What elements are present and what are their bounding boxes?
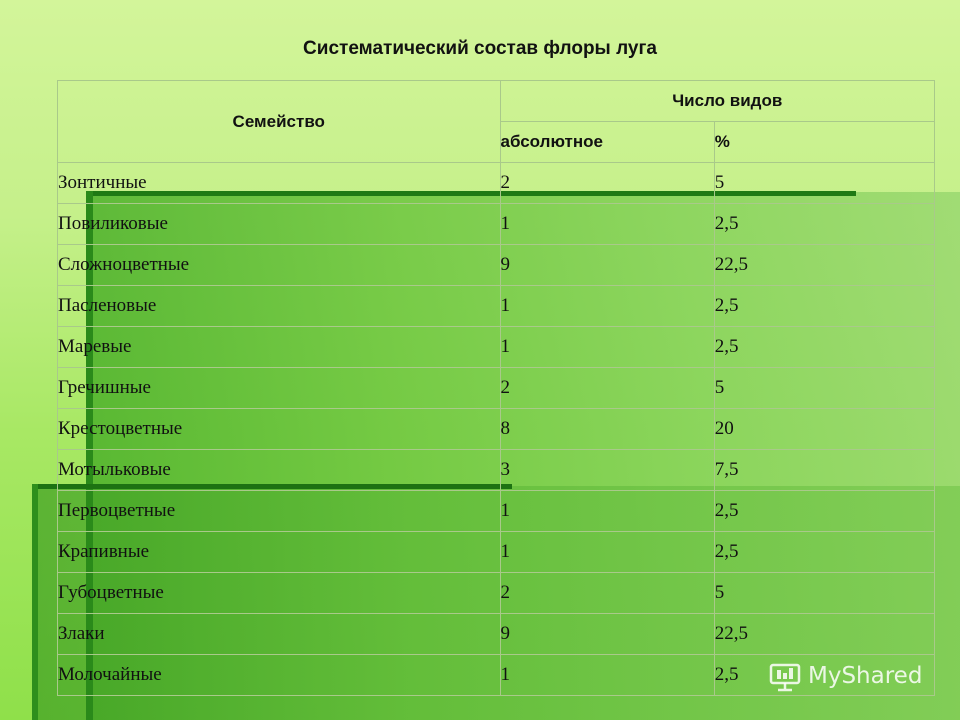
absolute-count-cell: 1 (499, 490, 715, 532)
header-absolute: абсолютное (499, 121, 715, 163)
watermark-text: MyShared (808, 663, 923, 689)
decorative-bar (32, 484, 38, 720)
absolute-count-cell: 1 (499, 531, 715, 573)
absolute-count-cell: 1 (499, 203, 715, 245)
table-row: Пасленовые 1 2,5 (57, 285, 936, 327)
family-cell: Сложноцветные (57, 244, 501, 286)
percent-cell: 5 (713, 572, 936, 614)
table-row: Повиликовые 1 2,5 (57, 203, 936, 245)
table-row: Крапивные 1 2,5 (57, 531, 936, 573)
projector-screen-icon (769, 663, 801, 692)
percent-cell: 22,5 (713, 613, 936, 655)
family-cell: Первоцветные (57, 490, 501, 532)
watermark: MyShared (768, 656, 922, 696)
percent-cell: 5 (713, 162, 936, 204)
table-row: Первоцветные 1 2,5 (57, 490, 936, 532)
family-cell: Пасленовые (57, 285, 501, 327)
header-percent: % (713, 121, 936, 163)
family-cell: Мотыльковые (57, 449, 501, 491)
percent-cell: 2,5 (713, 654, 936, 696)
family-cell: Гречишные (57, 367, 501, 409)
absolute-count-cell: 1 (499, 285, 715, 327)
absolute-count-cell: 1 (499, 326, 715, 368)
percent-cell: 2,5 (713, 531, 936, 573)
table-row: Молочайные 1 2,5 (57, 654, 936, 696)
slide-title: Систематический состав флоры луга (303, 38, 657, 59)
percent-cell: 20 (713, 408, 936, 450)
absolute-count-cell: 9 (499, 613, 715, 655)
percent-cell: 22,5 (713, 244, 936, 286)
table-row: Губоцветные 2 5 (57, 572, 936, 614)
absolute-count-cell: 8 (499, 408, 715, 450)
family-cell: Зонтичные (57, 162, 501, 204)
flora-table: Семейство Число видов абсолютное % Зонти… (57, 80, 936, 696)
percent-cell: 2,5 (713, 326, 936, 368)
percent-cell: 2,5 (713, 203, 936, 245)
family-cell: Губоцветные (57, 572, 501, 614)
table-row: Маревые 1 2,5 (57, 326, 936, 368)
percent-cell: 2,5 (713, 490, 936, 532)
percent-cell: 2,5 (713, 285, 936, 327)
family-cell: Повиликовые (57, 203, 501, 245)
percent-cell: 7,5 (713, 449, 936, 491)
header-species-count: Число видов (499, 80, 935, 122)
header-species-count-label: Число видов (672, 91, 783, 110)
family-cell: Злаки (57, 613, 501, 655)
table-row: Сложноцветные 9 22,5 (57, 244, 936, 286)
absolute-count-cell: 1 (499, 654, 715, 696)
absolute-count-cell: 2 (499, 162, 715, 204)
table-row: Крестоцветные 8 20 (57, 408, 936, 450)
absolute-count-cell: 9 (499, 244, 715, 286)
family-cell: Крапивные (57, 531, 501, 573)
header-family: Семейство (57, 80, 501, 163)
table-row: Злаки 9 22,5 (57, 613, 936, 655)
family-cell: Молочайные (57, 654, 501, 696)
table-row: Зонтичные 2 5 (57, 162, 936, 204)
family-cell: Крестоцветные (57, 408, 501, 450)
absolute-count-cell: 3 (499, 449, 715, 491)
family-cell: Маревые (57, 326, 501, 368)
table-row: Гречишные 2 5 (57, 367, 936, 409)
absolute-count-cell: 2 (499, 367, 715, 409)
absolute-count-cell: 2 (499, 572, 715, 614)
table-row: Мотыльковые 3 7,5 (57, 449, 936, 491)
percent-cell: 5 (713, 367, 936, 409)
